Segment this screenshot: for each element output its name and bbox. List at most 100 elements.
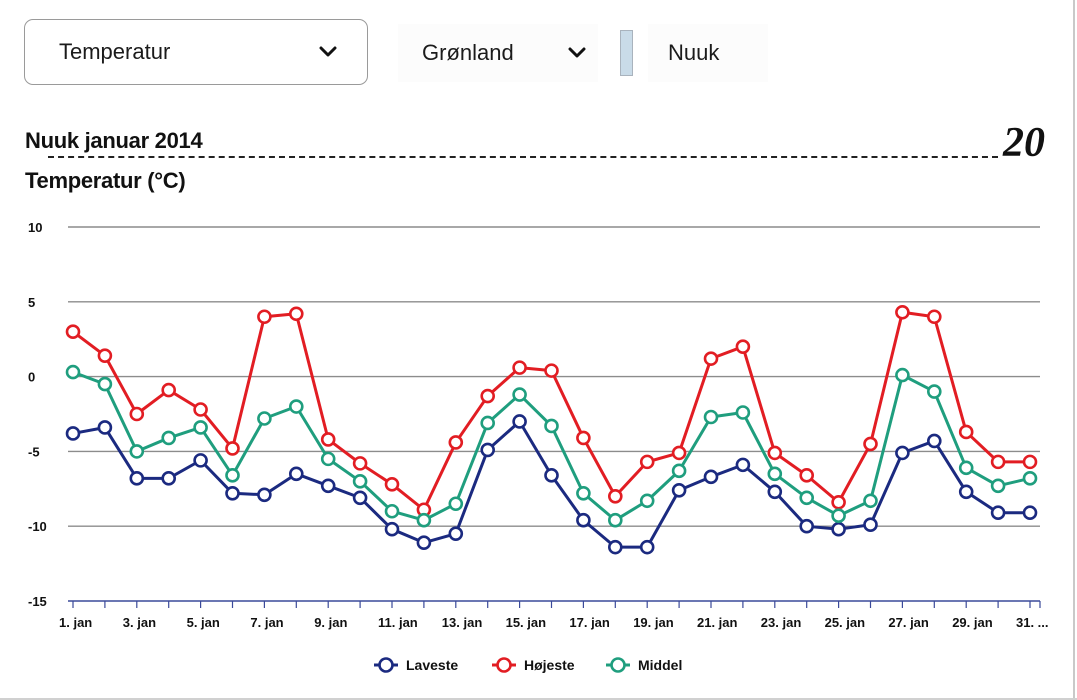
data-point[interactable] bbox=[65, 324, 81, 340]
data-point[interactable] bbox=[735, 457, 751, 473]
splitter-handle[interactable] bbox=[620, 30, 633, 76]
legend-item[interactable]: Laveste bbox=[374, 657, 458, 673]
data-point[interactable] bbox=[352, 474, 368, 489]
data-point[interactable] bbox=[958, 460, 974, 476]
data-point[interactable] bbox=[384, 521, 400, 537]
data-point[interactable] bbox=[352, 456, 368, 471]
data-point[interactable] bbox=[384, 477, 400, 492]
data-point[interactable] bbox=[129, 406, 145, 422]
data-point[interactable] bbox=[576, 485, 591, 501]
data-point[interactable] bbox=[703, 469, 719, 485]
data-point[interactable] bbox=[639, 539, 655, 555]
data-point[interactable] bbox=[544, 468, 559, 483]
data-point[interactable] bbox=[480, 388, 496, 404]
data-point[interactable] bbox=[831, 494, 846, 510]
legend-item[interactable]: Middel bbox=[606, 657, 682, 673]
data-point[interactable] bbox=[607, 539, 623, 555]
data-point[interactable] bbox=[895, 304, 910, 320]
data-point[interactable] bbox=[990, 454, 1006, 470]
country-select[interactable]: Grønland bbox=[398, 24, 598, 82]
data-point[interactable] bbox=[129, 471, 145, 486]
data-point[interactable] bbox=[448, 435, 464, 450]
data-point[interactable] bbox=[448, 526, 464, 541]
data-point[interactable] bbox=[225, 485, 240, 501]
data-point[interactable] bbox=[257, 411, 272, 426]
data-point[interactable] bbox=[799, 518, 815, 534]
data-point[interactable] bbox=[512, 387, 527, 402]
data-point[interactable] bbox=[831, 521, 846, 537]
data-point[interactable] bbox=[639, 493, 655, 509]
data-point[interactable] bbox=[320, 432, 336, 447]
y-tick-label: -15 bbox=[28, 594, 47, 609]
data-point[interactable] bbox=[225, 468, 240, 483]
data-point[interactable] bbox=[1022, 471, 1038, 486]
data-point[interactable] bbox=[895, 367, 910, 383]
data-point[interactable] bbox=[161, 430, 176, 446]
data-point[interactable] bbox=[512, 360, 527, 375]
measure-select[interactable]: Temperatur bbox=[24, 19, 368, 85]
data-point[interactable] bbox=[97, 376, 113, 392]
data-point[interactable] bbox=[416, 535, 432, 550]
data-point[interactable] bbox=[320, 451, 336, 467]
data-point[interactable] bbox=[161, 382, 176, 398]
data-point[interactable] bbox=[257, 487, 272, 503]
data-point[interactable] bbox=[448, 496, 464, 512]
data-point[interactable] bbox=[926, 309, 942, 325]
data-point[interactable] bbox=[863, 436, 878, 452]
data-point[interactable] bbox=[1022, 505, 1038, 521]
data-point[interactable] bbox=[288, 466, 304, 482]
data-point[interactable] bbox=[576, 512, 591, 528]
data-point[interactable] bbox=[97, 348, 113, 363]
data-point[interactable] bbox=[480, 415, 496, 431]
data-point[interactable] bbox=[576, 430, 591, 446]
data-point[interactable] bbox=[607, 488, 623, 504]
data-point[interactable] bbox=[512, 414, 527, 429]
data-point[interactable] bbox=[735, 339, 751, 354]
data-point[interactable] bbox=[767, 445, 783, 461]
data-point[interactable] bbox=[288, 399, 304, 414]
data-point[interactable] bbox=[863, 493, 878, 509]
data-point[interactable] bbox=[416, 512, 432, 528]
data-point[interactable] bbox=[129, 444, 145, 459]
data-point[interactable] bbox=[799, 468, 815, 483]
data-point[interactable] bbox=[926, 384, 942, 399]
data-point[interactable] bbox=[831, 508, 846, 524]
city-select[interactable]: Nuuk bbox=[648, 24, 768, 82]
data-point[interactable] bbox=[990, 478, 1006, 494]
data-point[interactable] bbox=[97, 420, 113, 435]
data-point[interactable] bbox=[767, 484, 783, 500]
data-point[interactable] bbox=[544, 418, 559, 434]
data-point[interactable] bbox=[193, 453, 208, 468]
data-point[interactable] bbox=[703, 409, 719, 425]
data-point[interactable] bbox=[544, 363, 559, 378]
data-point[interactable] bbox=[799, 490, 815, 506]
data-point[interactable] bbox=[958, 424, 974, 440]
data-point[interactable] bbox=[895, 445, 910, 461]
data-point[interactable] bbox=[735, 405, 751, 420]
data-point[interactable] bbox=[671, 482, 687, 498]
data-point[interactable] bbox=[703, 351, 719, 366]
data-point[interactable] bbox=[671, 463, 687, 479]
data-point[interactable] bbox=[161, 471, 176, 486]
data-point[interactable] bbox=[926, 433, 942, 449]
data-point[interactable] bbox=[193, 420, 208, 435]
data-point[interactable] bbox=[288, 306, 304, 322]
data-point[interactable] bbox=[1022, 454, 1038, 470]
data-point[interactable] bbox=[767, 466, 783, 482]
data-point[interactable] bbox=[607, 512, 623, 528]
data-point[interactable] bbox=[225, 441, 240, 456]
data-point[interactable] bbox=[958, 484, 974, 500]
data-point[interactable] bbox=[65, 364, 81, 380]
data-point[interactable] bbox=[990, 505, 1006, 521]
legend-item[interactable]: Højeste bbox=[492, 657, 575, 673]
data-point[interactable] bbox=[671, 445, 687, 461]
data-point[interactable] bbox=[384, 503, 400, 519]
data-point[interactable] bbox=[352, 490, 368, 506]
data-point[interactable] bbox=[193, 402, 208, 417]
data-point[interactable] bbox=[320, 478, 336, 494]
data-point[interactable] bbox=[480, 442, 496, 458]
data-point[interactable] bbox=[257, 309, 272, 325]
data-point[interactable] bbox=[863, 517, 878, 533]
data-point[interactable] bbox=[65, 426, 81, 441]
data-point[interactable] bbox=[639, 454, 655, 470]
